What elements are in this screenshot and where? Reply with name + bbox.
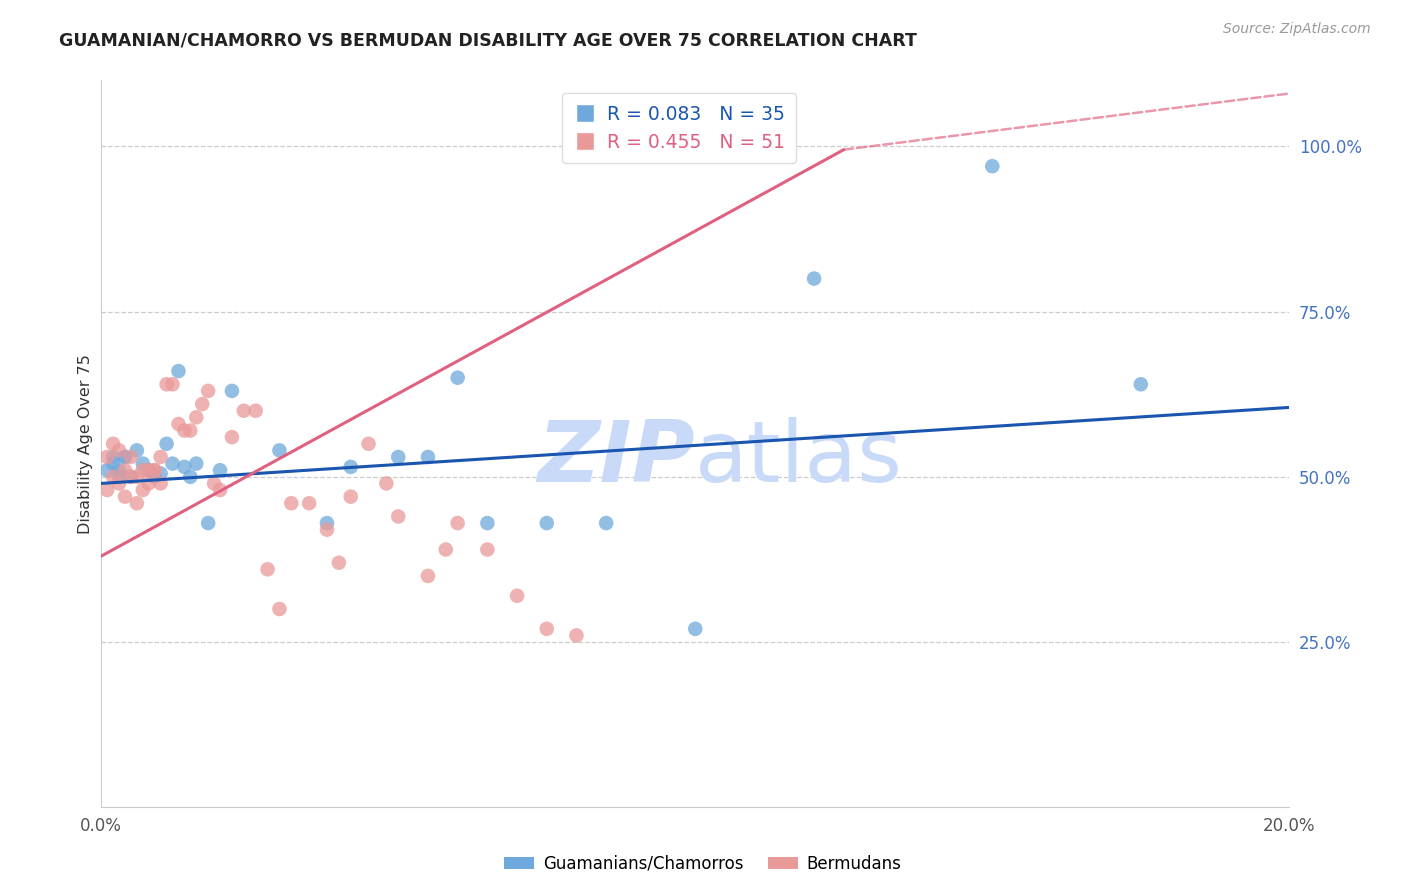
Point <box>120 470 142 484</box>
Point <box>132 457 155 471</box>
Point <box>114 463 136 477</box>
Point <box>173 459 195 474</box>
Text: ZIP: ZIP <box>537 417 696 500</box>
Point <box>803 271 825 285</box>
Point <box>167 364 190 378</box>
Point <box>114 450 136 464</box>
Legend: R = 0.083   N = 35, R = 0.455   N = 51: R = 0.083 N = 35, R = 0.455 N = 51 <box>562 94 796 163</box>
Point <box>191 397 214 411</box>
Point <box>108 476 131 491</box>
Point <box>138 463 160 477</box>
Point <box>114 450 136 464</box>
Point <box>595 516 617 530</box>
Point <box>125 443 148 458</box>
Point <box>96 483 118 497</box>
Point <box>1129 377 1152 392</box>
Point <box>565 628 588 642</box>
Point <box>114 490 136 504</box>
Point <box>477 542 499 557</box>
Point <box>477 516 499 530</box>
Point <box>108 470 131 484</box>
Point <box>328 556 350 570</box>
Point <box>108 463 131 477</box>
Point <box>179 470 201 484</box>
Text: GUAMANIAN/CHAMORRO VS BERMUDAN DISABILITY AGE OVER 75 CORRELATION CHART: GUAMANIAN/CHAMORRO VS BERMUDAN DISABILIT… <box>59 31 917 49</box>
Point <box>232 403 254 417</box>
Point <box>149 467 172 481</box>
Point <box>101 457 124 471</box>
Point <box>143 463 166 477</box>
Point <box>447 370 470 384</box>
Point <box>339 459 361 474</box>
Point <box>138 463 160 477</box>
Point <box>209 463 232 477</box>
Point <box>298 496 321 510</box>
Point <box>416 569 439 583</box>
Point <box>981 159 1004 173</box>
Point <box>143 470 166 484</box>
Text: atlas: atlas <box>696 417 903 500</box>
Point <box>132 463 155 477</box>
Point <box>143 463 166 477</box>
Point <box>221 430 243 444</box>
Point <box>221 384 243 398</box>
Point <box>186 410 208 425</box>
Point <box>101 450 124 464</box>
Point <box>162 457 184 471</box>
Point <box>536 516 558 530</box>
Y-axis label: Disability Age Over 75: Disability Age Over 75 <box>77 354 93 533</box>
Point <box>256 562 278 576</box>
Point <box>387 450 409 464</box>
Point <box>685 139 707 153</box>
Legend: Guamanians/Chamorros, Bermudans: Guamanians/Chamorros, Bermudans <box>498 848 908 880</box>
Point <box>245 403 267 417</box>
Text: Source: ZipAtlas.com: Source: ZipAtlas.com <box>1223 22 1371 37</box>
Point <box>357 437 380 451</box>
Point <box>269 602 291 616</box>
Point <box>96 450 118 464</box>
Point <box>316 523 339 537</box>
Point <box>155 437 177 451</box>
Point <box>96 463 118 477</box>
Point <box>416 450 439 464</box>
Point <box>125 470 148 484</box>
Point <box>269 443 291 458</box>
Point <box>120 470 142 484</box>
Point <box>132 483 155 497</box>
Point <box>197 516 219 530</box>
Point <box>685 622 707 636</box>
Point <box>162 377 184 392</box>
Point <box>125 496 148 510</box>
Point <box>280 496 302 510</box>
Point <box>447 516 470 530</box>
Point <box>167 417 190 431</box>
Point <box>155 377 177 392</box>
Point <box>173 424 195 438</box>
Point <box>149 450 172 464</box>
Point <box>179 424 201 438</box>
Point <box>339 490 361 504</box>
Point <box>387 509 409 524</box>
Point <box>202 476 225 491</box>
Point <box>536 622 558 636</box>
Point <box>149 476 172 491</box>
Point <box>316 516 339 530</box>
Point <box>101 437 124 451</box>
Point <box>120 450 142 464</box>
Point <box>108 443 131 458</box>
Point <box>197 384 219 398</box>
Point <box>138 476 160 491</box>
Point <box>375 476 398 491</box>
Point <box>209 483 232 497</box>
Point <box>101 470 124 484</box>
Point <box>186 457 208 471</box>
Point <box>434 542 457 557</box>
Point <box>506 589 529 603</box>
